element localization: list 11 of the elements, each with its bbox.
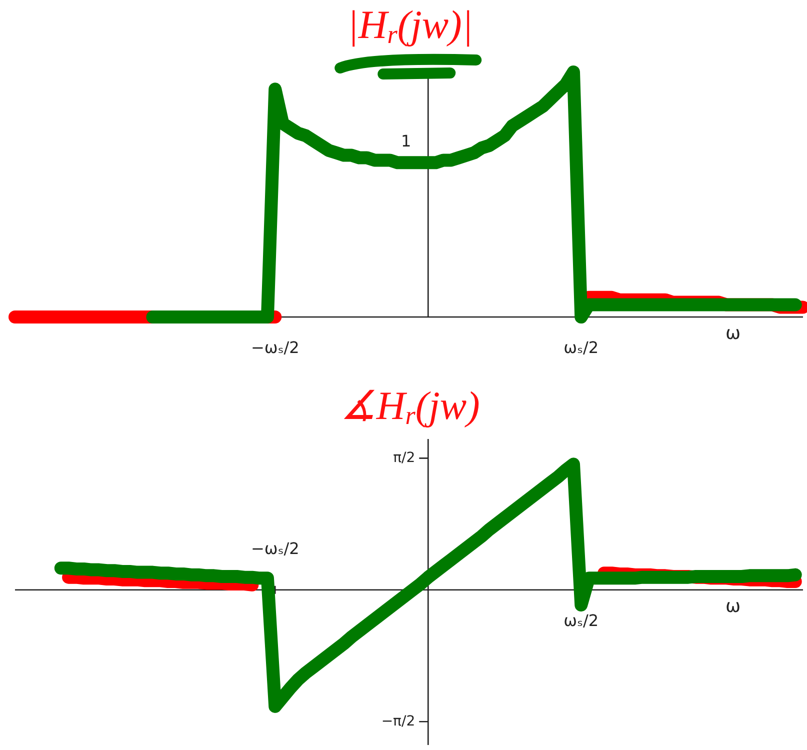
x-tick-label: −ωₛ/2 xyxy=(250,538,300,558)
y-tick-label: π/2 xyxy=(393,450,416,466)
chart-title: |H$_{r}$(jw)| xyxy=(347,2,473,49)
x-tick-label: ωₛ/2 xyxy=(564,610,599,630)
x-tick-label: ωₛ/2 xyxy=(564,338,599,357)
x-axis-title: ω xyxy=(725,323,741,344)
chart-title: ∡H$_{r}$(jw) xyxy=(340,383,480,430)
annotation: 1 xyxy=(401,132,412,151)
x-axis-title: ω xyxy=(725,596,741,617)
y-tick-label: −π/2 xyxy=(381,714,416,730)
x-tick-label: −ωₛ/2 xyxy=(250,338,300,357)
